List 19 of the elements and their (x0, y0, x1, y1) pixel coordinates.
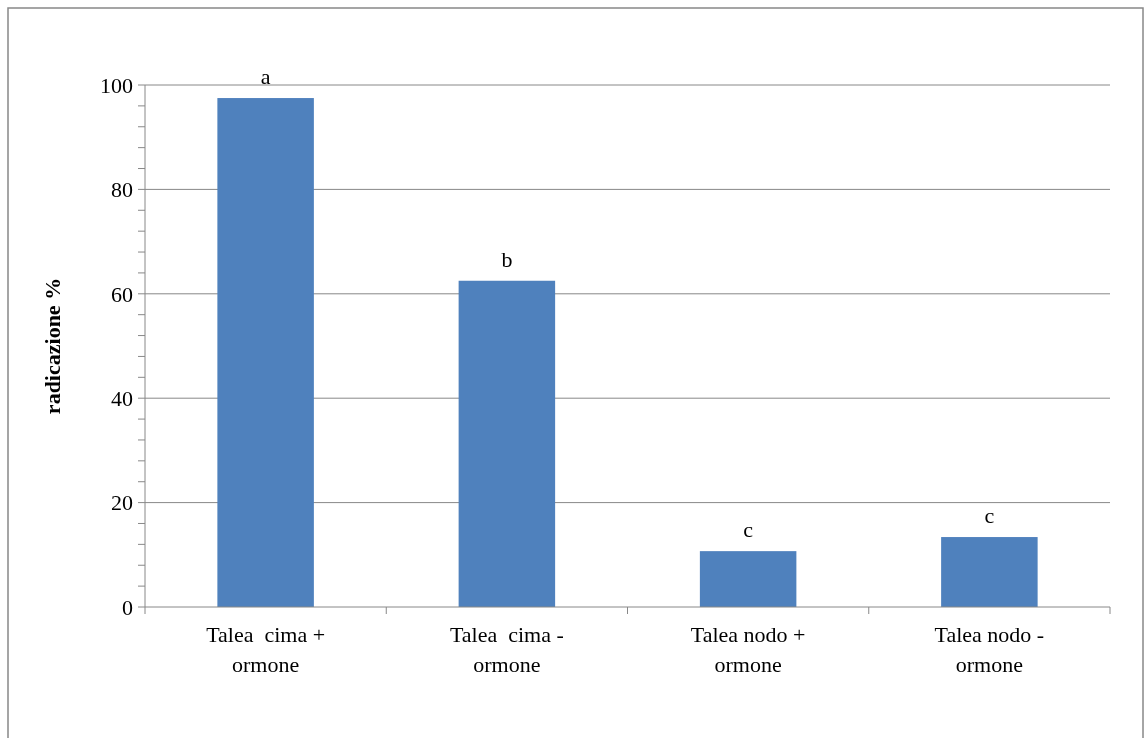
annotation: a (260, 64, 271, 90)
y-tick-label: 0 (122, 594, 133, 620)
y-tick-label: 40 (111, 385, 133, 411)
annotation: c (984, 503, 995, 529)
x-tick-label: Talea nodo - ormone (934, 622, 1045, 677)
annotation: c (743, 517, 754, 543)
y-tick-label: 60 (111, 281, 133, 307)
x-tick-label: Talea nodo + ormone (690, 622, 806, 677)
x-tick-label: Talea cima - ormone (449, 622, 564, 677)
y-axis-title: radicazione % (40, 277, 65, 415)
y-tick-label: 100 (100, 72, 133, 98)
bar (941, 537, 1038, 607)
bar (699, 551, 797, 607)
x-tick-label: Talea cima + ormone (206, 622, 326, 677)
annotation: b (501, 246, 513, 272)
y-tick-label: 80 (111, 177, 133, 203)
bar (458, 280, 556, 607)
y-tick-label: 20 (111, 490, 133, 516)
bar (217, 98, 314, 607)
